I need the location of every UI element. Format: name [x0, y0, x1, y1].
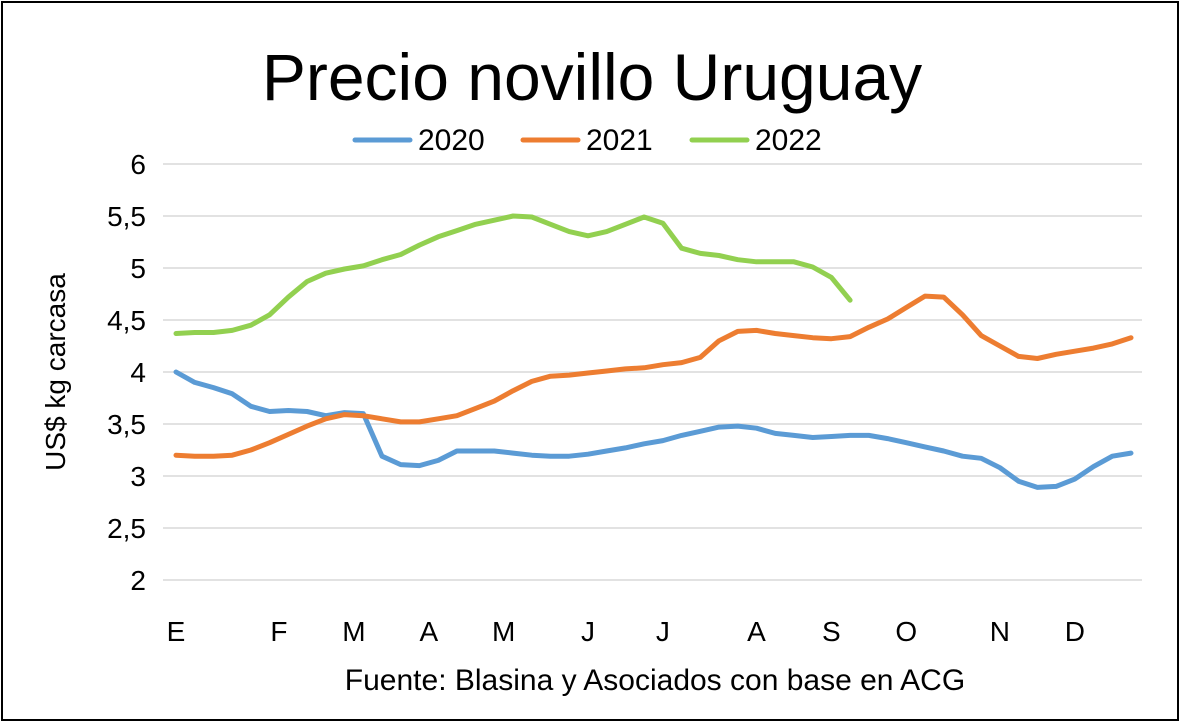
y-axis-ticks: 2 2,5 3 3,5 4 4,5 5 5,5 6: [107, 149, 146, 596]
y-tick-label: 6: [130, 149, 146, 180]
x-tick-label: N: [990, 616, 1010, 647]
x-tick-label: E: [167, 616, 186, 647]
y-tick-label: 3: [130, 461, 146, 492]
y-tick-label: 5: [130, 253, 146, 284]
x-tick-label: M: [492, 616, 515, 647]
y-tick-label: 3,5: [107, 409, 146, 440]
legend-entry: 2022: [755, 124, 822, 157]
series-line-2021: [173, 293, 1134, 459]
x-tick-label: S: [822, 616, 841, 647]
series-lines: [173, 213, 1134, 490]
x-tick-label: F: [270, 616, 287, 647]
x-tick-label: O: [895, 616, 917, 647]
x-tick-label: J: [581, 616, 595, 647]
x-tick-label: D: [1065, 616, 1085, 647]
y-tick-label: 5,5: [107, 201, 146, 232]
x-tick-label: A: [747, 616, 766, 647]
x-tick-label: M: [342, 616, 365, 647]
y-tick-label: 2: [130, 565, 146, 596]
y-axis-label: US$ kg carcasa: [40, 273, 71, 471]
y-tick-label: 4: [130, 357, 146, 388]
series-line-2020: [173, 369, 1134, 490]
x-tick-label: J: [656, 616, 670, 647]
chart-title: Precio novillo Uruguay: [262, 40, 922, 114]
x-tick-label: A: [419, 616, 438, 647]
legend-entry: 2021: [586, 124, 653, 157]
source-note: Fuente: Blasina y Asociados con base en …: [345, 664, 965, 697]
legend: 2020 2021 2022: [352, 124, 822, 157]
y-tick-label: 2,5: [107, 513, 146, 544]
series-line-2022: [173, 213, 853, 336]
legend-entry: 2020: [418, 124, 485, 157]
gridlines: [163, 163, 1142, 581]
y-tick-label: 4,5: [107, 305, 146, 336]
